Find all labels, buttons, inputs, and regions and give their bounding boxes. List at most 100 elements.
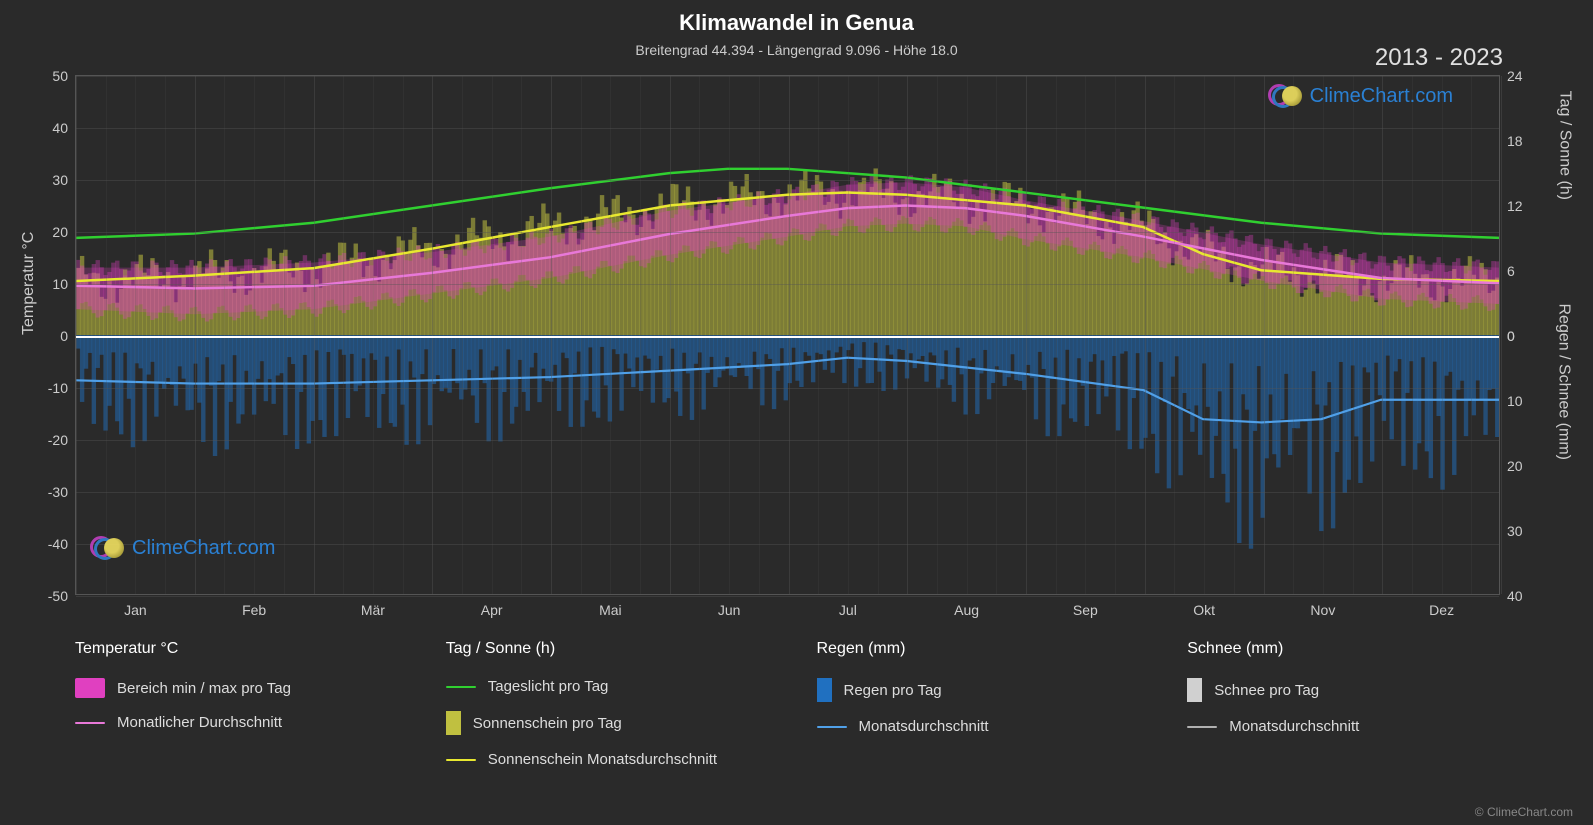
grid-line-h xyxy=(76,232,1499,233)
x-tick: Aug xyxy=(954,594,979,618)
sub-grid-v xyxy=(937,76,938,594)
watermark-bottom: ClimeChart.com xyxy=(90,534,275,562)
legend-column: Tag / Sonne (h) Tageslicht pro Tag Sonnens… xyxy=(446,640,777,768)
legend-item: Sonnenschein Monatsdurchschnitt xyxy=(446,751,777,768)
sub-grid-v xyxy=(878,76,879,594)
y-tick-left: 30 xyxy=(52,172,76,188)
legend-column: Regen (mm) Regen pro Tag Monatsdurchschnit… xyxy=(817,640,1148,768)
sub-grid-v xyxy=(1412,76,1413,594)
legend-label: Monatsdurchschnitt xyxy=(859,718,989,735)
sub-grid-v xyxy=(818,76,819,594)
sub-grid-v xyxy=(967,76,968,594)
sub-grid-v xyxy=(165,76,166,594)
grid-line-v xyxy=(670,76,671,594)
grid-line-h xyxy=(76,284,1499,285)
sub-grid-v xyxy=(1115,76,1116,594)
x-tick: Mär xyxy=(361,594,385,618)
legend-swatch xyxy=(817,726,847,728)
x-tick: Jun xyxy=(718,594,741,618)
chart-svg xyxy=(76,76,1499,594)
grid-line-h xyxy=(76,492,1499,493)
grid-line-h xyxy=(76,596,1499,597)
grid-line-v xyxy=(551,76,552,594)
legend-swatch xyxy=(1187,726,1217,728)
sub-grid-v xyxy=(1353,76,1354,594)
grid-line-h xyxy=(76,76,1499,77)
climate-chart: Klimawandel in Genua Breitengrad 44.394 … xyxy=(0,0,1593,825)
x-tick: Nov xyxy=(1310,594,1335,618)
legend-swatch xyxy=(446,686,476,688)
y-tick-left: 10 xyxy=(52,276,76,292)
year-range: 2013 - 2023 xyxy=(1375,44,1503,72)
sub-grid-v xyxy=(224,76,225,594)
x-tick: Mai xyxy=(599,594,622,618)
legend-swatch xyxy=(75,678,105,698)
sub-grid-v xyxy=(284,76,285,594)
sub-grid-v xyxy=(462,76,463,594)
copyright: © ClimeChart.com xyxy=(1475,805,1573,819)
sub-grid-v xyxy=(1234,76,1235,594)
legend-header: Tag / Sonne (h) xyxy=(446,640,777,658)
sub-grid-v xyxy=(581,76,582,594)
legend-item: Sonnenschein pro Tag xyxy=(446,711,777,735)
grid-line-v xyxy=(1264,76,1265,594)
y-tick-right-bot: 20 xyxy=(1499,458,1523,474)
sub-grid-v xyxy=(1323,76,1324,594)
sub-grid-v xyxy=(254,76,255,594)
sub-grid-v xyxy=(640,76,641,594)
legend-header: Schnee (mm) xyxy=(1187,640,1518,658)
legend-label: Tageslicht pro Tag xyxy=(488,678,609,695)
y-axis-right-bot-label: Regen / Schnee (mm) xyxy=(1555,303,1573,460)
legend-swatch xyxy=(75,722,105,724)
grid-line-h xyxy=(76,388,1499,389)
grid-line-v xyxy=(1026,76,1027,594)
y-tick-right-top: 24 xyxy=(1499,68,1523,84)
y-tick-left: 40 xyxy=(52,120,76,136)
y-tick-right-top: 18 xyxy=(1499,133,1523,149)
y-tick-left: 20 xyxy=(52,224,76,240)
grid-line-h xyxy=(76,180,1499,181)
sub-grid-v xyxy=(373,76,374,594)
climechart-logo-icon xyxy=(90,534,126,562)
x-tick: Jan xyxy=(124,594,147,618)
legend-header: Regen (mm) xyxy=(817,640,1148,658)
x-tick: Okt xyxy=(1193,594,1215,618)
watermark-text: ClimeChart.com xyxy=(1310,85,1453,108)
x-tick: Sep xyxy=(1073,594,1098,618)
legend: Temperatur °CBereich min / max pro TagMo… xyxy=(75,640,1518,768)
legend-swatch xyxy=(1187,678,1202,702)
legend-item: Monatlicher Durchschnitt xyxy=(75,714,406,731)
watermark-text: ClimeChart.com xyxy=(132,537,275,560)
grid-line-v xyxy=(432,76,433,594)
y-tick-right-bot: 10 xyxy=(1499,393,1523,409)
sub-grid-v xyxy=(610,76,611,594)
sub-grid-v xyxy=(1085,76,1086,594)
y-axis-left-label: Temperatur °C xyxy=(20,232,38,335)
y-tick-left: -30 xyxy=(48,484,76,500)
legend-label: Regen pro Tag xyxy=(844,682,942,699)
watermark-top: ClimeChart.com xyxy=(1268,82,1453,110)
sub-grid-v xyxy=(521,76,522,594)
grid-line-h xyxy=(76,128,1499,129)
sub-grid-v xyxy=(729,76,730,594)
grid-line-v xyxy=(789,76,790,594)
legend-label: Sonnenschein pro Tag xyxy=(473,715,622,732)
sub-grid-v xyxy=(848,76,849,594)
legend-swatch xyxy=(446,759,476,761)
legend-column: Schnee (mm)Schnee pro TagMonatsdurchschn… xyxy=(1187,640,1518,768)
grid-line-v xyxy=(1501,76,1502,594)
sub-grid-v xyxy=(492,76,493,594)
legend-label: Monatsdurchschnitt xyxy=(1229,718,1359,735)
legend-item: Monatsdurchschnitt xyxy=(1187,718,1518,735)
grid-line-v xyxy=(76,76,77,594)
legend-item: Bereich min / max pro Tag xyxy=(75,678,406,698)
legend-item: Regen pro Tag xyxy=(817,678,1148,702)
x-tick: Feb xyxy=(242,594,266,618)
sub-grid-v xyxy=(996,76,997,594)
y-axis-right-top-label: Tag / Sonne (h) xyxy=(1555,91,1573,200)
sub-grid-v xyxy=(1174,76,1175,594)
x-tick: Apr xyxy=(481,594,503,618)
chart-subtitle: Breitengrad 44.394 - Längengrad 9.096 - … xyxy=(0,36,1593,58)
sub-grid-v xyxy=(699,76,700,594)
sub-grid-v xyxy=(1056,76,1057,594)
